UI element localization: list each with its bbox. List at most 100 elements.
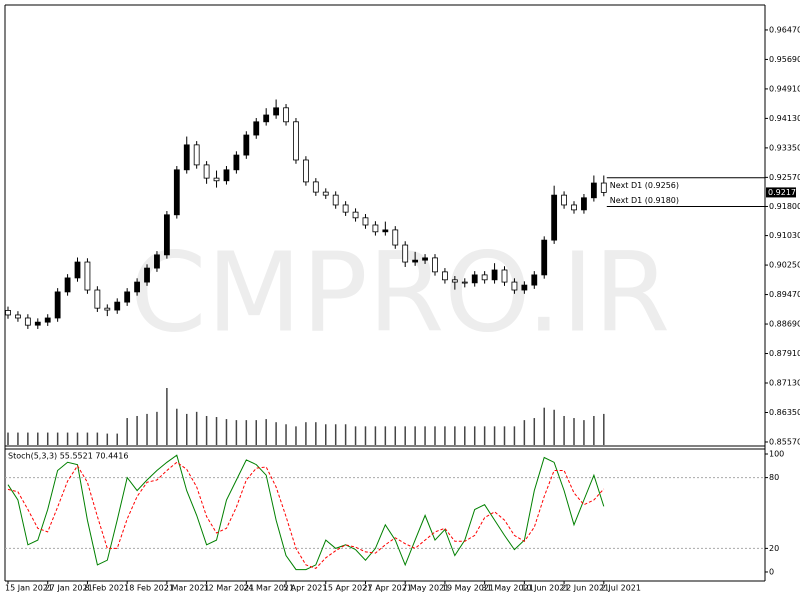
candle-body: [551, 194, 558, 241]
candle-body: [422, 257, 428, 261]
candle-body: [15, 314, 21, 319]
y-tick-label: 80: [769, 473, 779, 482]
last-price-label: 0.92172: [768, 188, 800, 197]
y-tick-label: 0.94130: [769, 114, 800, 123]
candle-body: [173, 169, 180, 216]
candle-body: [24, 317, 31, 326]
candle-body: [332, 194, 339, 206]
candle-body: [561, 194, 567, 206]
candle-body: [104, 307, 111, 311]
candle-body: [193, 144, 200, 166]
x-tick-label: 15 Apr 2021: [323, 584, 372, 593]
y-tick-label: 0.87130: [769, 379, 800, 388]
candle-body: [352, 211, 359, 219]
y-tick-label: 0.86350: [769, 408, 800, 417]
candle-body: [5, 310, 11, 316]
candle-body: [581, 197, 587, 211]
x-tick-label: 18 Feb 2021: [124, 584, 174, 593]
x-tick-label: 27 Jan 2021: [45, 584, 93, 593]
y-tick-label: 0: [769, 567, 774, 576]
candle-body: [501, 269, 508, 283]
y-tick-label: 0.89470: [769, 290, 800, 299]
last-price-box: [766, 187, 796, 198]
candle-body: [74, 261, 81, 279]
candle-body: [322, 191, 329, 196]
y-tick-label: 0.95690: [769, 55, 800, 64]
candle-body: [233, 154, 240, 171]
candle-body: [372, 224, 379, 233]
x-tick-label: 8 Feb 2021: [84, 584, 129, 593]
candle-body: [34, 321, 41, 326]
y-tick-label: 0.90250: [769, 261, 800, 270]
candle-body: [392, 229, 399, 246]
x-tick-label: 24 Mar 2021: [243, 584, 294, 593]
y-tick-label: 100: [769, 450, 784, 459]
candle-body: [481, 274, 488, 281]
candle-body: [203, 164, 210, 179]
candle-body: [541, 239, 548, 276]
y-tick-label: 0.88690: [769, 320, 800, 329]
candle-body: [451, 279, 458, 283]
candle-body: [600, 182, 607, 193]
stoch-line: [7, 461, 605, 569]
candle-body: [531, 274, 538, 286]
candle-body: [432, 257, 438, 273]
x-tick-label: 12 Mar 2021: [204, 584, 255, 593]
candle-body: [94, 289, 101, 309]
y-tick-label: 0.92570: [769, 173, 800, 182]
candle-body: [243, 134, 250, 156]
y-tick-label: 0.91030: [769, 231, 800, 240]
stoch-line: [7, 454, 605, 571]
candle-body: [302, 159, 309, 183]
x-tick-label: 22 Jun 2021: [561, 584, 609, 593]
candle-body: [154, 254, 160, 269]
x-tick-label: 2 Jul 2021: [601, 584, 641, 593]
candle-body: [213, 177, 220, 182]
annotation-label: Next D1 (0.9256): [610, 181, 679, 190]
x-tick-label: 5 Apr 2021: [283, 584, 327, 593]
x-tick-label: 27 Apr 2021: [362, 584, 411, 593]
indicator-title: Stoch(5,3,3) 55.5521 70.4416: [8, 452, 128, 461]
candle-body: [571, 204, 577, 211]
candle-body: [442, 271, 448, 281]
candle-body: [183, 144, 190, 171]
candle-body: [402, 244, 409, 263]
y-tick-label: 20: [769, 544, 779, 553]
candle-body: [521, 284, 528, 291]
y-tick-label: 0.85570: [769, 437, 800, 446]
candle-body: [54, 291, 61, 319]
candle-body: [461, 281, 468, 284]
candle-body: [312, 181, 319, 193]
candle-body: [511, 281, 518, 291]
candle-body: [134, 281, 140, 293]
annotation-label: Next D1 (0.9180): [610, 196, 679, 205]
candle-body: [590, 182, 597, 199]
candle-body: [342, 204, 349, 213]
candle-body: [283, 107, 289, 123]
y-tick-label: 0.93350: [769, 143, 800, 152]
candle-body: [471, 274, 478, 284]
y-tick-label: 0.91800: [769, 202, 800, 211]
y-tick-label: 0.94910: [769, 84, 800, 93]
x-tick-label: 15 Jan 2021: [5, 584, 53, 593]
watermark: CMPRO.IR: [130, 228, 670, 356]
candle-body: [382, 229, 389, 233]
x-tick-label: 7 May 2021: [402, 584, 449, 593]
x-tick-label: 31 May 2021: [482, 584, 534, 593]
x-tick-label: 2 Mar 2021: [164, 584, 210, 593]
candle-body: [163, 214, 170, 256]
candle-body: [263, 114, 270, 123]
candle-body: [412, 259, 419, 263]
candle-body: [273, 107, 280, 116]
candle-body: [84, 261, 91, 291]
candle-body: [223, 169, 230, 182]
candle-body: [64, 277, 71, 293]
candle-body: [253, 121, 260, 136]
y-tick-label: 0.96470: [769, 25, 800, 34]
candle-body: [44, 317, 51, 323]
x-tick-label: 10 Jun 2021: [521, 584, 569, 593]
x-tick-label: 19 May 2021: [442, 584, 494, 593]
